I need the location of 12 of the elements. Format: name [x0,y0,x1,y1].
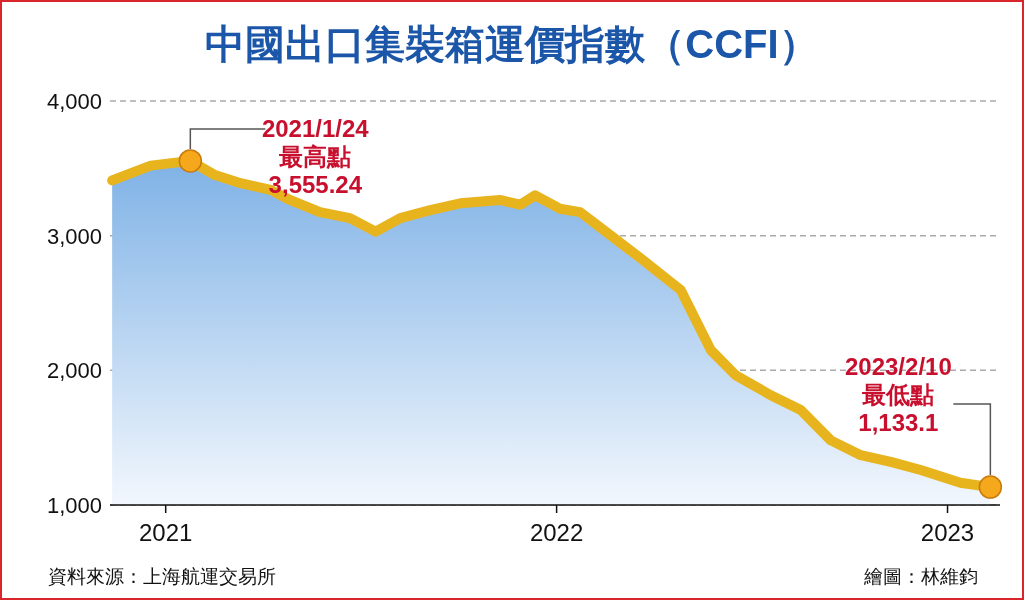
y-tick-label: 1,000 [46,493,102,518]
annotation: 2021/1/24 最高點 3,555.24 [261,115,370,198]
annotation: 2023/2/10 最低點 1,133.1 [844,353,952,437]
y-tick-label: 3,000 [46,223,102,249]
y-tick-label: 4,000 [46,89,102,114]
chart-title: 中國出口集裝箱運價指數（CCFI） [205,22,819,66]
x-tick-label: 2023 [920,519,975,546]
text: 繪圖：林維鈞 [863,566,978,587]
y-tick-label: 2,000 [46,358,102,384]
source-note: 資料來源：上海航運交易所 [48,566,276,587]
x-tick-label: 2022 [529,519,584,546]
x-tick-label: 2021 [139,519,193,546]
